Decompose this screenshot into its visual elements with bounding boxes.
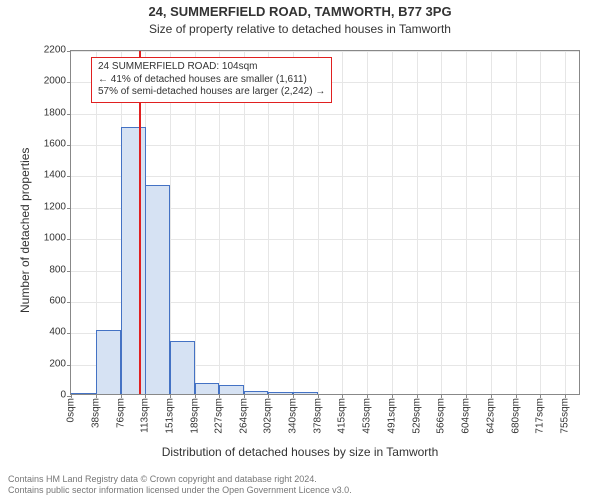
grid-line-v (491, 51, 492, 394)
x-axis-label: Distribution of detached houses by size … (0, 445, 600, 459)
xtick-label: 604sqm (460, 398, 471, 434)
grid-line-h (71, 145, 579, 146)
title-line1: 24, SUMMERFIELD ROAD, TAMWORTH, B77 3PG (0, 4, 600, 19)
ytick-label: 400 (2, 327, 66, 338)
xtick-mark (491, 394, 492, 398)
xtick-label: 0sqm (66, 398, 77, 422)
xtick-label: 151sqm (164, 398, 175, 434)
xtick-mark (244, 394, 245, 398)
ytick-label: 600 (2, 295, 66, 306)
ytick-label: 2200 (2, 45, 66, 56)
xtick-label: 378sqm (313, 398, 324, 434)
annotation-line: 24 SUMMERFIELD ROAD: 104sqm (98, 61, 325, 74)
xtick-mark (516, 394, 517, 398)
footer-line: Contains HM Land Registry data © Crown c… (8, 474, 352, 485)
xtick-label: 340sqm (288, 398, 299, 434)
xtick-mark (417, 394, 418, 398)
xtick-mark (342, 394, 343, 398)
xtick-label: 642sqm (485, 398, 496, 434)
xtick-mark (565, 394, 566, 398)
ytick-label: 1400 (2, 170, 66, 181)
xtick-label: 264sqm (238, 398, 249, 434)
footer-line: Contains public sector information licen… (8, 485, 352, 496)
figure: 24, SUMMERFIELD ROAD, TAMWORTH, B77 3PG … (0, 0, 600, 500)
xtick-mark (195, 394, 196, 398)
xtick-mark (392, 394, 393, 398)
xtick-label: 227sqm (214, 398, 225, 434)
ytick-label: 1000 (2, 233, 66, 244)
ytick-label: 1200 (2, 201, 66, 212)
xtick-mark (318, 394, 319, 398)
xtick-mark (170, 394, 171, 398)
xtick-label: 566sqm (436, 398, 447, 434)
xtick-label: 302sqm (263, 398, 274, 434)
xtick-mark (441, 394, 442, 398)
xtick-mark (540, 394, 541, 398)
grid-line-v (540, 51, 541, 394)
xtick-mark (71, 394, 72, 398)
grid-line-v (342, 51, 343, 394)
grid-line-v (417, 51, 418, 394)
grid-line-v (441, 51, 442, 394)
grid-line-v (392, 51, 393, 394)
title-line2: Size of property relative to detached ho… (0, 22, 600, 36)
footer-attribution: Contains HM Land Registry data © Crown c… (8, 474, 352, 496)
histogram-bar (71, 393, 96, 394)
grid-line-v (565, 51, 566, 394)
histogram-bar (195, 383, 220, 394)
xtick-label: 38sqm (90, 398, 101, 428)
histogram-bar (96, 330, 121, 394)
histogram-bar (268, 392, 293, 394)
histogram-bar (121, 127, 146, 394)
histogram-bar (219, 385, 244, 394)
xtick-label: 529sqm (411, 398, 422, 434)
annotation-line: 57% of semi-detached houses are larger (… (98, 86, 325, 99)
ytick-label: 1600 (2, 139, 66, 150)
ytick-label: 800 (2, 264, 66, 275)
xtick-label: 113sqm (139, 398, 150, 433)
ytick-label: 200 (2, 358, 66, 369)
grid-line-h (71, 114, 579, 115)
ytick-label: 1800 (2, 107, 66, 118)
xtick-mark (367, 394, 368, 398)
xtick-label: 680sqm (510, 398, 521, 434)
grid-line-h (71, 176, 579, 177)
histogram-bar (244, 391, 269, 394)
annotation-box: 24 SUMMERFIELD ROAD: 104sqm ← 41% of det… (91, 57, 332, 103)
xtick-mark (293, 394, 294, 398)
xtick-label: 491sqm (387, 398, 398, 434)
xtick-label: 76sqm (115, 398, 126, 428)
grid-line-v (516, 51, 517, 394)
ytick-layer: 0200400600800100012001400160018002000220… (0, 50, 70, 395)
histogram-bar (293, 392, 318, 394)
xtick-label: 415sqm (337, 398, 348, 434)
xtick-mark (96, 394, 97, 398)
histogram-bar (145, 185, 170, 394)
xtick-label: 189sqm (189, 398, 200, 434)
xtick-label: 717sqm (534, 398, 545, 434)
grid-line-v (466, 51, 467, 394)
xtick-mark (121, 394, 122, 398)
xtick-label: 755sqm (559, 398, 570, 434)
histogram-bar (170, 341, 195, 394)
grid-line-v (367, 51, 368, 394)
plot-area: 0sqm38sqm76sqm113sqm151sqm189sqm227sqm26… (70, 50, 580, 395)
xtick-mark (466, 394, 467, 398)
ytick-label: 0 (2, 390, 66, 401)
xtick-mark (145, 394, 146, 398)
xtick-label: 453sqm (362, 398, 373, 434)
annotation-line: ← 41% of detached houses are smaller (1,… (98, 74, 325, 87)
grid-line-h (71, 51, 579, 52)
xtick-mark (268, 394, 269, 398)
xtick-mark (219, 394, 220, 398)
ytick-label: 2000 (2, 76, 66, 87)
